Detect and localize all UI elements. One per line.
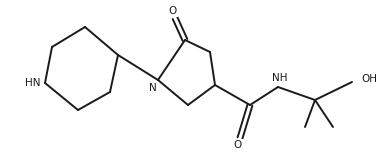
Text: O: O (234, 140, 242, 150)
Text: NH: NH (272, 73, 288, 83)
Text: O: O (169, 6, 177, 16)
Text: N: N (149, 83, 157, 93)
Text: OH: OH (361, 74, 377, 84)
Text: HN: HN (25, 78, 41, 88)
